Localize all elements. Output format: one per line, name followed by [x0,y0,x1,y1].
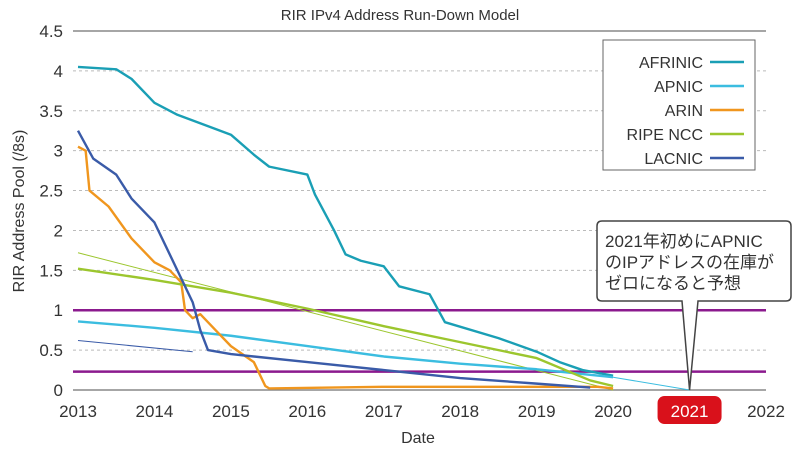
x-tick-label: 2019 [518,402,556,421]
legend-label: APNIC [654,79,703,96]
annotation-text: 2021年初めにAPNIC [605,232,763,251]
x-tick-label: 2021 [671,402,709,421]
x-tick-label: 2017 [365,402,403,421]
y-tick-label: 2 [54,221,63,240]
series-projection-apnic [613,376,690,391]
legend-label: ARIN [665,103,703,120]
legend-label: RIPE NCC [627,127,703,144]
y-axis-label: RIR Address Pool (/8s) [11,130,28,293]
x-tick-label: 2016 [288,402,326,421]
x-tick-label: 2022 [747,402,785,421]
y-tick-label: 2.5 [39,182,63,201]
series-line-arin [77,145,614,390]
chart-title: RIR IPv4 Address Run-Down Model [281,7,519,24]
x-tick-label: 2020 [594,402,632,421]
series-line-ripe-ncc [77,267,614,388]
y-tick-label: 1.5 [39,261,63,280]
series-line-lacnic [76,130,591,389]
y-tick-label: 4 [54,62,63,81]
x-tick-label: 2018 [441,402,479,421]
annotation-text: のIPアドレスの在庫が [605,253,774,272]
legend-label: AFRINIC [639,55,703,72]
x-tick-label: 2013 [59,402,97,421]
y-tick-label: 0 [54,381,63,400]
x-axis-label: Date [401,430,435,447]
annotation-text: ゼロになると予想 [605,274,741,293]
y-tick-label: 3.5 [39,102,63,121]
y-tick-label: 4.5 [39,22,63,41]
y-tick-label: 0.5 [39,341,63,360]
y-tick-label: 3 [54,142,63,161]
x-tick-label: 2014 [136,402,174,421]
series-line-afrinic [77,65,614,377]
x-tick-label: 2015 [212,402,250,421]
legend-label: LACNIC [644,151,703,168]
highlight-year-badge [657,396,722,424]
y-tick-label: 1 [54,301,63,320]
series-projection-lacnic [77,340,193,353]
series-line-apnic [77,320,614,379]
annotation-callout [596,220,792,391]
